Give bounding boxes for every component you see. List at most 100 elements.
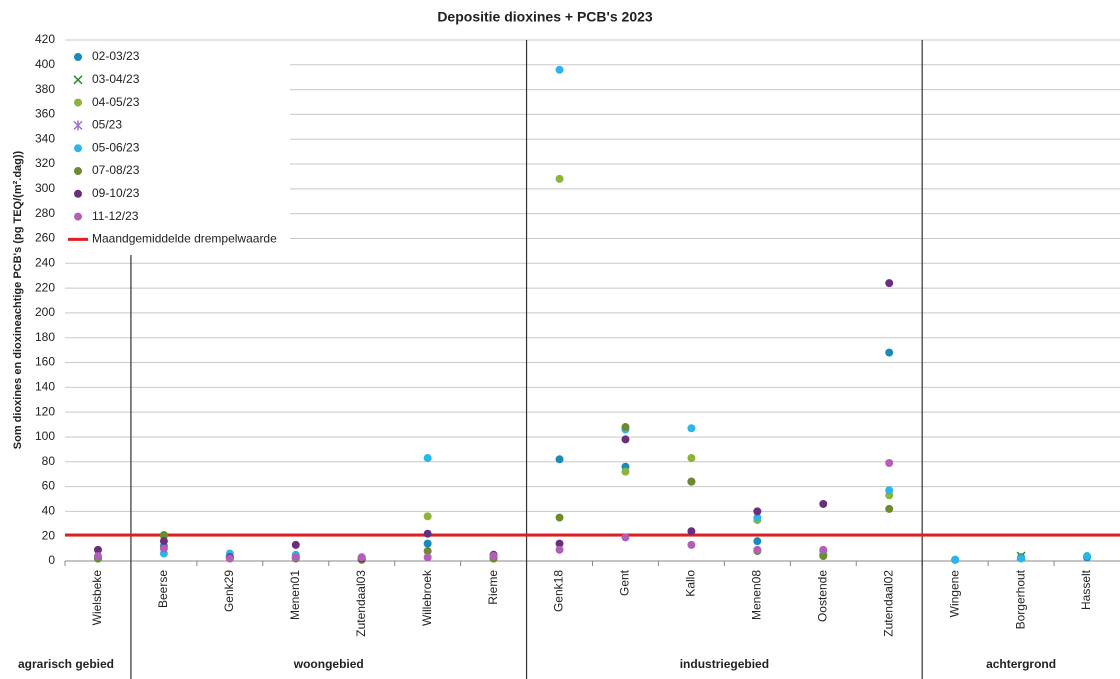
y-tick-label: 320	[35, 156, 55, 170]
point	[885, 279, 894, 288]
x-tick-label: Genk29	[222, 570, 236, 612]
y-tick-label: 40	[42, 504, 56, 518]
point	[423, 454, 432, 463]
point	[489, 552, 498, 561]
y-tick-label: 60	[42, 479, 56, 493]
point	[687, 527, 696, 536]
y-tick-label: 300	[35, 181, 55, 195]
point	[1083, 552, 1092, 561]
point	[687, 477, 696, 486]
point	[93, 545, 102, 554]
point	[357, 553, 366, 562]
point	[74, 98, 82, 107]
legend-label: 11-12/23	[92, 209, 139, 223]
x-tick-label: Beerse	[156, 570, 170, 608]
point	[555, 455, 564, 464]
point	[885, 486, 894, 495]
legend-box	[60, 44, 290, 252]
point	[74, 53, 82, 61]
point	[73, 120, 83, 131]
y-tick-label: 340	[35, 131, 55, 145]
point-stroke	[73, 75, 83, 85]
point	[819, 545, 828, 554]
y-axis-label: Som dioxines en dioxineachtige PCB's (pg…	[12, 150, 24, 449]
y-tick-label: 220	[35, 280, 55, 294]
point	[951, 555, 960, 564]
point	[159, 530, 168, 539]
point	[555, 513, 564, 522]
point	[687, 454, 696, 463]
x-tick-label: Wielsbeke	[90, 570, 104, 626]
y-tick-label: 140	[35, 380, 55, 394]
y-tick-label: 360	[35, 107, 55, 121]
y-tick-label: 120	[35, 404, 55, 418]
x-tick-label: Zutendaal02	[881, 570, 895, 637]
point	[74, 212, 82, 221]
x-tick-label: Genk18	[552, 570, 566, 612]
y-tick-label: 80	[42, 454, 56, 468]
point	[291, 553, 300, 562]
point	[753, 537, 762, 546]
point	[159, 537, 168, 546]
region-label: agrarisch gebied	[18, 657, 114, 671]
point	[819, 552, 828, 561]
x-tick-label: Hasselt	[1079, 569, 1093, 610]
x-tick-label: Wingene	[947, 570, 961, 618]
x-tick-label: Oostende	[815, 570, 829, 622]
point	[423, 553, 432, 562]
x-tick-label: Menen08	[750, 570, 764, 620]
point	[555, 545, 564, 554]
point	[74, 189, 82, 198]
y-tick-label: 280	[35, 206, 55, 220]
y-tick-label: 180	[35, 330, 55, 344]
point	[621, 423, 630, 432]
point	[687, 424, 696, 433]
x-tick-label: Rieme	[486, 570, 500, 605]
x-tick-label: Kallo	[684, 570, 698, 597]
point	[885, 348, 894, 357]
point	[159, 544, 168, 553]
point	[74, 167, 82, 175]
legend-label: 02-03/23	[92, 49, 140, 63]
x-tick-label: Zutendaal03	[354, 570, 368, 637]
y-tick-label: 20	[42, 528, 56, 542]
x-tick-label: Menen01	[288, 570, 302, 620]
legend-label: 05/23	[92, 118, 122, 132]
point	[423, 539, 432, 548]
region-label: industriegebied	[680, 657, 769, 671]
point	[423, 529, 432, 538]
point	[555, 174, 564, 183]
point	[555, 539, 564, 548]
point	[423, 547, 432, 556]
point	[621, 467, 630, 476]
y-tick-label: 240	[35, 255, 55, 269]
y-tick-label: 160	[35, 355, 55, 369]
point	[74, 144, 82, 153]
point	[753, 513, 762, 522]
legend-label: 07-08/23	[92, 163, 140, 177]
y-tick-label: 0	[48, 553, 55, 567]
point	[687, 540, 696, 549]
x-tick-label: Borgerhout	[1013, 569, 1027, 629]
point	[225, 554, 234, 563]
point	[885, 459, 894, 468]
point	[93, 552, 102, 561]
x-tick-label: Willebroek	[420, 569, 434, 626]
y-tick-label: 200	[35, 305, 55, 319]
region-label: achtergrond	[986, 657, 1056, 671]
point	[819, 499, 828, 508]
region-label: woongebied	[293, 657, 364, 671]
legend-label: 09-10/23	[92, 186, 140, 200]
y-tick-label: 420	[35, 32, 55, 46]
point	[885, 504, 894, 513]
y-tick-label: 260	[35, 231, 55, 245]
chart-title: Depositie dioxines + PCB's 2023	[437, 9, 653, 25]
point	[423, 512, 432, 521]
y-tick-label: 380	[35, 82, 55, 96]
point	[555, 65, 564, 74]
y-tick-label: 100	[35, 429, 55, 443]
point	[753, 507, 762, 516]
point	[73, 75, 83, 85]
point	[291, 540, 300, 549]
